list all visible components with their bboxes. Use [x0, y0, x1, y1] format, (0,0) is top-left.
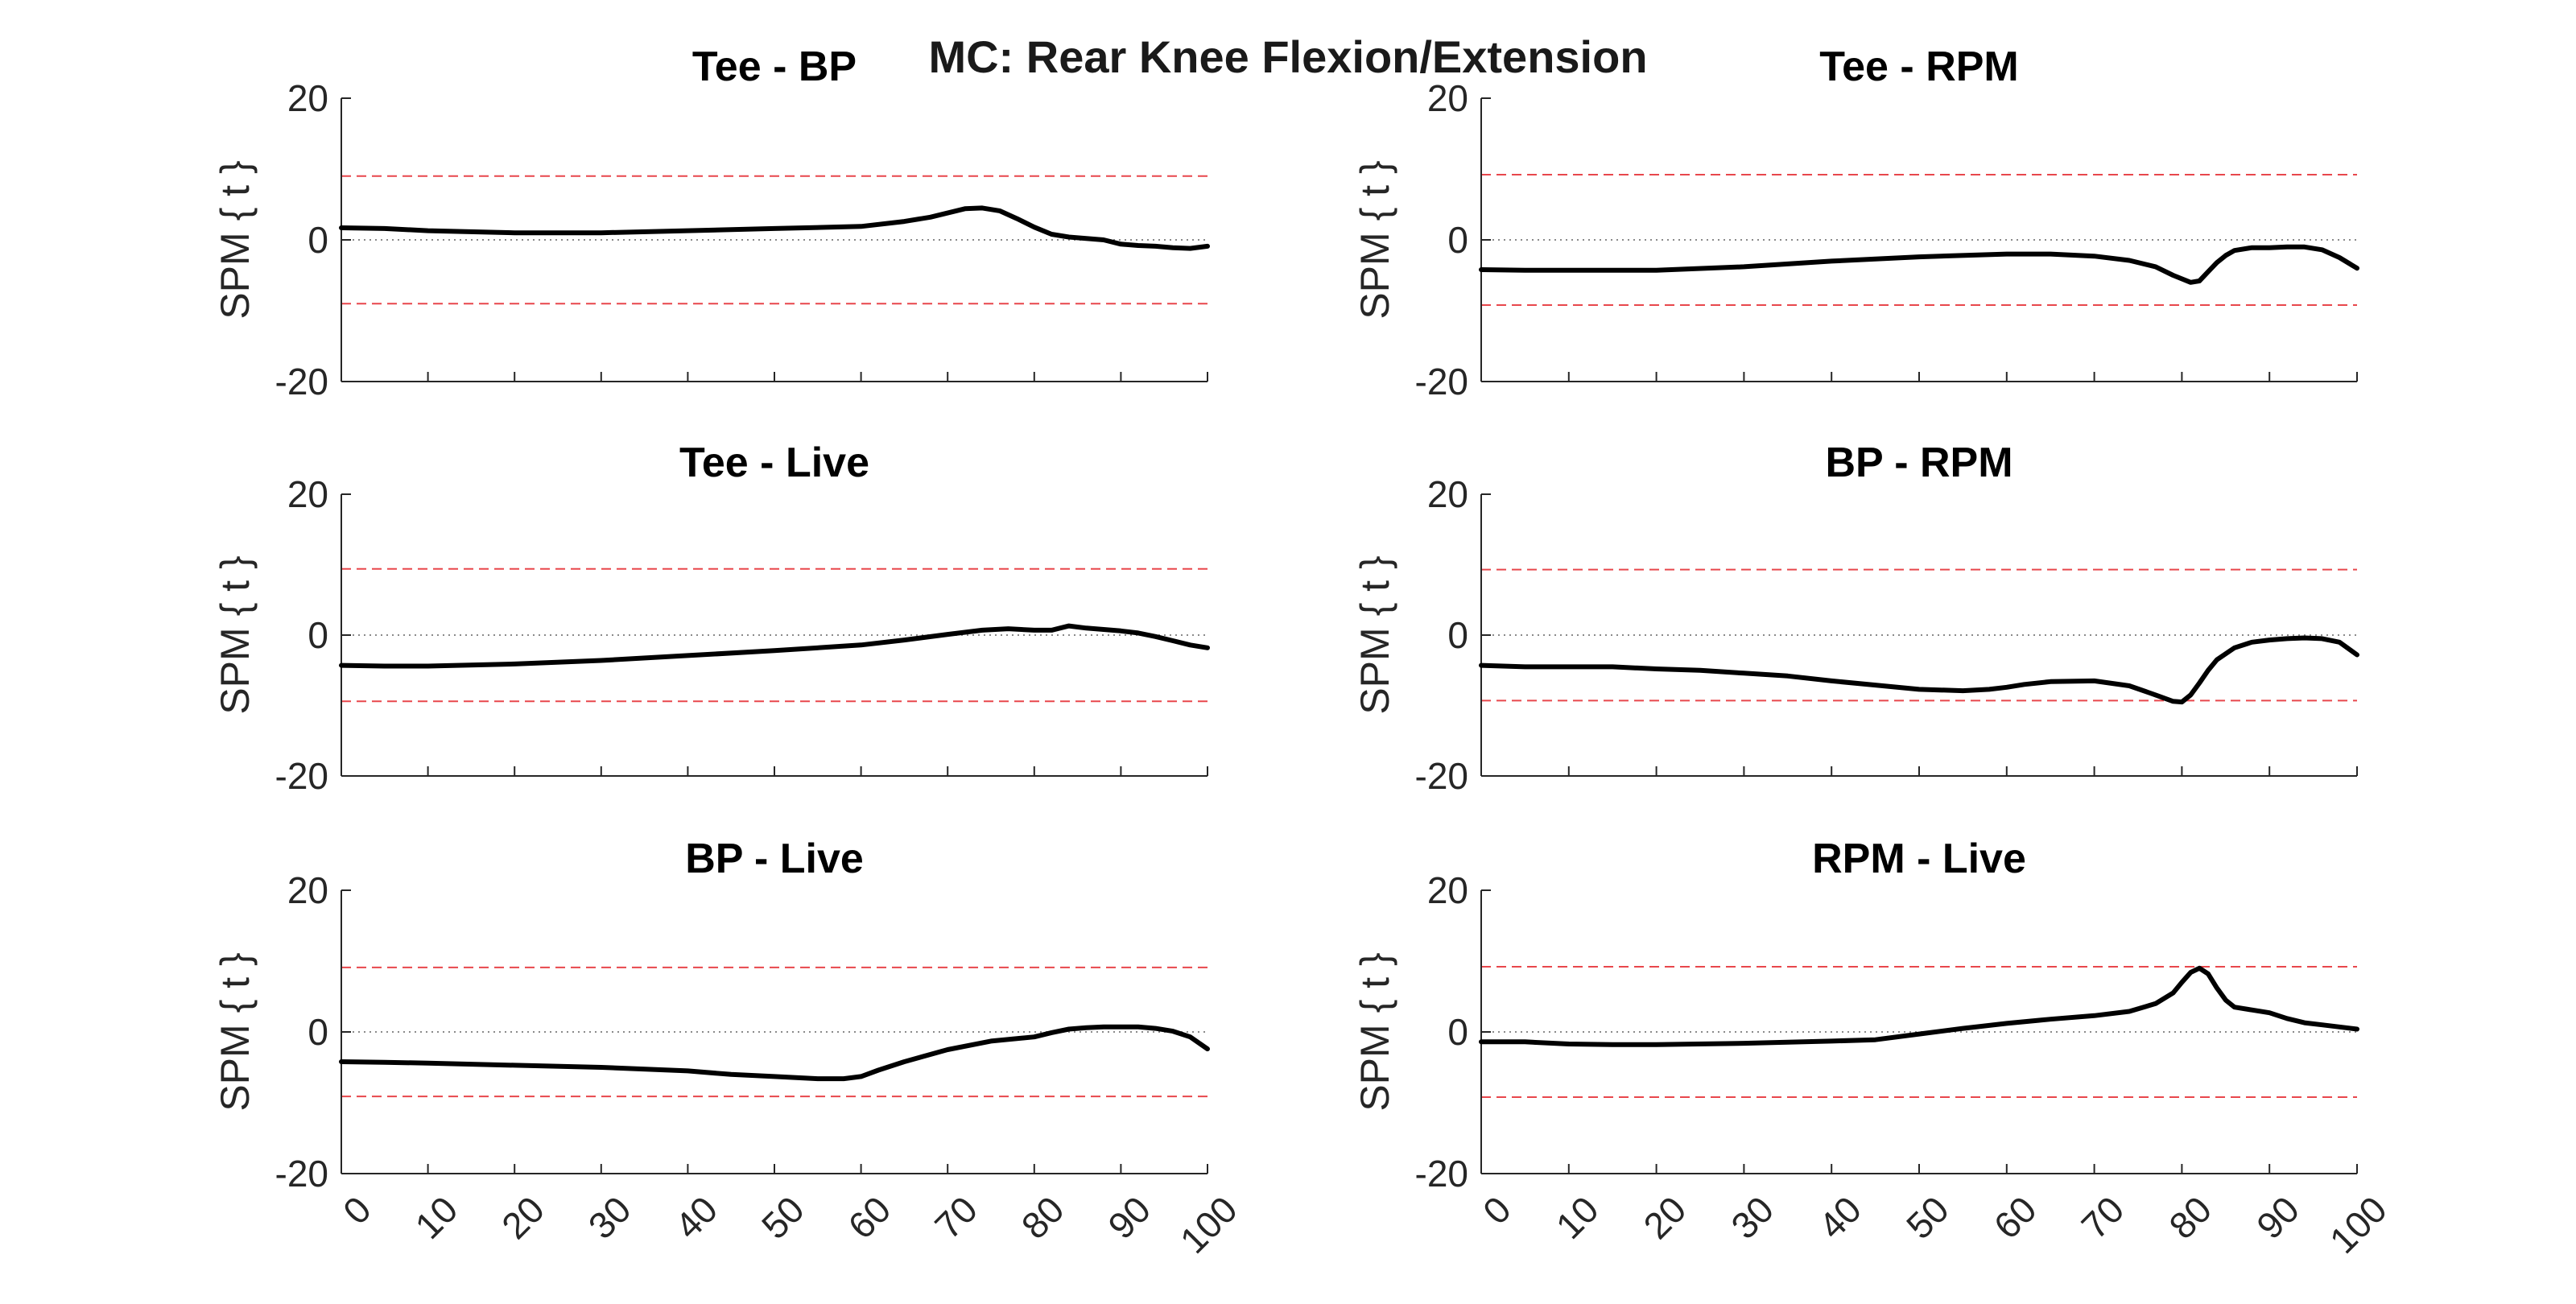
- y-tick-label: 20: [287, 869, 328, 911]
- x-tick-label: 20: [493, 1188, 552, 1247]
- y-tick-label: 0: [1447, 219, 1468, 261]
- y-tick-label: -20: [275, 1153, 328, 1195]
- x-tick-label: 10: [1548, 1188, 1607, 1247]
- subplot-2: Tee - RPM -20 0 20 SPM { t }: [1352, 43, 2359, 402]
- x-tick-label: 60: [840, 1188, 898, 1247]
- y-axis-label: SPM { t }: [1352, 160, 1397, 319]
- subplot-3: Tee - Live -20 0 20 SPM { t }: [213, 439, 1210, 797]
- spm-t-series-line: [1479, 965, 2359, 1047]
- subplot-4: BP - RPM -20 0 20 SPM { t }: [1352, 439, 2359, 797]
- x-tick-label: 10: [407, 1188, 465, 1247]
- spm-t-series-line: [339, 1024, 1210, 1082]
- y-tick-label: -20: [1415, 755, 1468, 797]
- x-tick-label: 80: [1013, 1188, 1072, 1247]
- x-tick-label: 0: [1475, 1188, 1519, 1232]
- x-tick-label: 30: [580, 1188, 639, 1247]
- x-tick-label: 70: [927, 1188, 985, 1247]
- y-tick-label: 0: [1447, 1011, 1468, 1053]
- y-tick-label: -20: [1415, 361, 1468, 402]
- x-tick-label: 90: [1100, 1188, 1158, 1247]
- y-axis-label: SPM { t }: [213, 555, 258, 714]
- y-tick-label: -20: [1415, 1153, 1468, 1195]
- x-tick-label: 100: [2322, 1188, 2395, 1261]
- subplot-title: RPM - Live: [1812, 836, 2026, 882]
- x-tick-label: 20: [1635, 1188, 1694, 1247]
- x-tick-label: 100: [1172, 1188, 1245, 1261]
- x-tick-label: 50: [1898, 1188, 1957, 1247]
- y-tick-label: 0: [308, 1011, 328, 1053]
- y-tick-label: -20: [275, 361, 328, 402]
- spm-t-series-line: [339, 205, 1210, 251]
- y-axis-label: SPM { t }: [213, 952, 258, 1111]
- x-tick-label: 50: [753, 1188, 812, 1247]
- y-axis-label: SPM { t }: [1352, 555, 1397, 714]
- x-tick-label: 70: [2073, 1188, 2132, 1247]
- subplot-title: BP - RPM: [1825, 439, 2013, 486]
- subplot-title: Tee - BP: [692, 43, 857, 90]
- y-tick-label: 20: [1427, 473, 1468, 515]
- subplot-title: Tee - RPM: [1819, 43, 2019, 90]
- x-tick-label: 90: [2248, 1188, 2307, 1247]
- x-tick-label: 30: [1723, 1188, 1781, 1247]
- y-tick-label: 20: [287, 473, 328, 515]
- x-tick-label: 80: [2161, 1188, 2219, 1247]
- x-tick-label: 0: [335, 1188, 379, 1232]
- y-tick-label: -20: [275, 755, 328, 797]
- y-tick-label: 0: [1447, 614, 1468, 656]
- y-axis-label: SPM { t }: [1352, 952, 1397, 1111]
- spm-t-series-line: [1479, 244, 2359, 285]
- subplot-title: Tee - Live: [679, 439, 869, 486]
- x-tick-label: 40: [1810, 1188, 1869, 1247]
- y-tick-label: 20: [287, 77, 328, 119]
- x-tick-label: 40: [667, 1188, 725, 1247]
- y-axis-label: SPM { t }: [213, 160, 258, 319]
- y-tick-label: 20: [1427, 77, 1468, 119]
- spm-t-series-line: [339, 623, 1210, 669]
- x-tick-label: 60: [1986, 1188, 2045, 1247]
- y-tick-label: 0: [308, 219, 328, 261]
- subplot-title: BP - Live: [685, 836, 864, 882]
- y-tick-label: 0: [308, 614, 328, 656]
- subplot-1: Tee - BP -20 0 20 SPM { t }: [213, 43, 1210, 402]
- y-tick-label: 20: [1427, 869, 1468, 911]
- spm-t-series-line: [1479, 635, 2359, 705]
